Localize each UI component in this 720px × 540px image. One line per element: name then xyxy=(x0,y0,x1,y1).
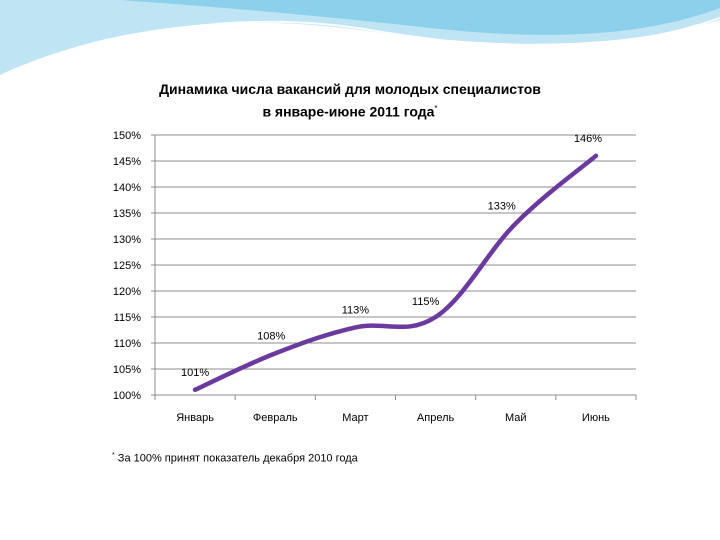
x-tick-label: Февраль xyxy=(253,412,298,424)
y-tick-label: 140% xyxy=(113,182,141,194)
data-labels: 101% 108% 113% 115% 133% 146% xyxy=(181,133,602,379)
axes xyxy=(154,135,637,400)
y-tick-label: 100% xyxy=(113,390,141,402)
chart-title-line1: Динамика числа вакансий для молодых спец… xyxy=(159,81,541,97)
chart-title-mark: * xyxy=(434,104,438,113)
y-tick-label: 120% xyxy=(113,286,141,298)
y-tick-label: 130% xyxy=(113,234,141,246)
x-tick-label: Январь xyxy=(176,412,214,424)
y-tick-label: 125% xyxy=(113,260,141,272)
chart-title: Динамика числа вакансий для молодых спец… xyxy=(140,80,560,122)
y-tick-label: 150% xyxy=(113,130,141,142)
x-tick-label: Апрель xyxy=(417,412,455,424)
y-tick-label: 110% xyxy=(114,338,142,350)
data-label: 101% xyxy=(181,367,209,379)
x-tick-label: Март xyxy=(342,412,368,424)
slide-header-wave xyxy=(0,0,720,79)
wave-front xyxy=(120,0,720,35)
chart-title-line2-text: в январе-июне 2011 года xyxy=(262,103,435,120)
data-label: 113% xyxy=(342,304,370,316)
footnote: * За 100% принят показатель декабря 2010… xyxy=(112,452,358,465)
chart-title-line2: в январе-июне 2011 года* xyxy=(140,99,560,122)
footnote-text: За 100% принят показатель декабря 2010 г… xyxy=(117,452,358,465)
footnote-mark: * xyxy=(112,452,115,459)
data-label: 115% xyxy=(412,296,440,308)
x-tick-label: Июнь xyxy=(582,412,610,424)
grid-lines xyxy=(151,134,636,396)
series-layer xyxy=(192,153,599,393)
y-tick-label: 105% xyxy=(113,364,141,376)
y-tick-label: 135% xyxy=(113,208,141,220)
x-tick-label: Май xyxy=(505,412,527,424)
y-tick-labels: 100% 105% 110% 115% 120% 125% 130% 135% 140% 145%… xyxy=(113,130,141,402)
y-tick-label: 115% xyxy=(114,312,142,324)
data-label: 146% xyxy=(574,133,602,145)
data-label: 133% xyxy=(488,200,516,212)
series-line xyxy=(192,153,599,393)
y-tick-label: 145% xyxy=(113,156,141,168)
data-label: 108% xyxy=(257,330,285,342)
x-tick-labels: Январь Февраль Март Апрель Май Июнь xyxy=(176,412,610,424)
wave-line xyxy=(0,17,720,79)
